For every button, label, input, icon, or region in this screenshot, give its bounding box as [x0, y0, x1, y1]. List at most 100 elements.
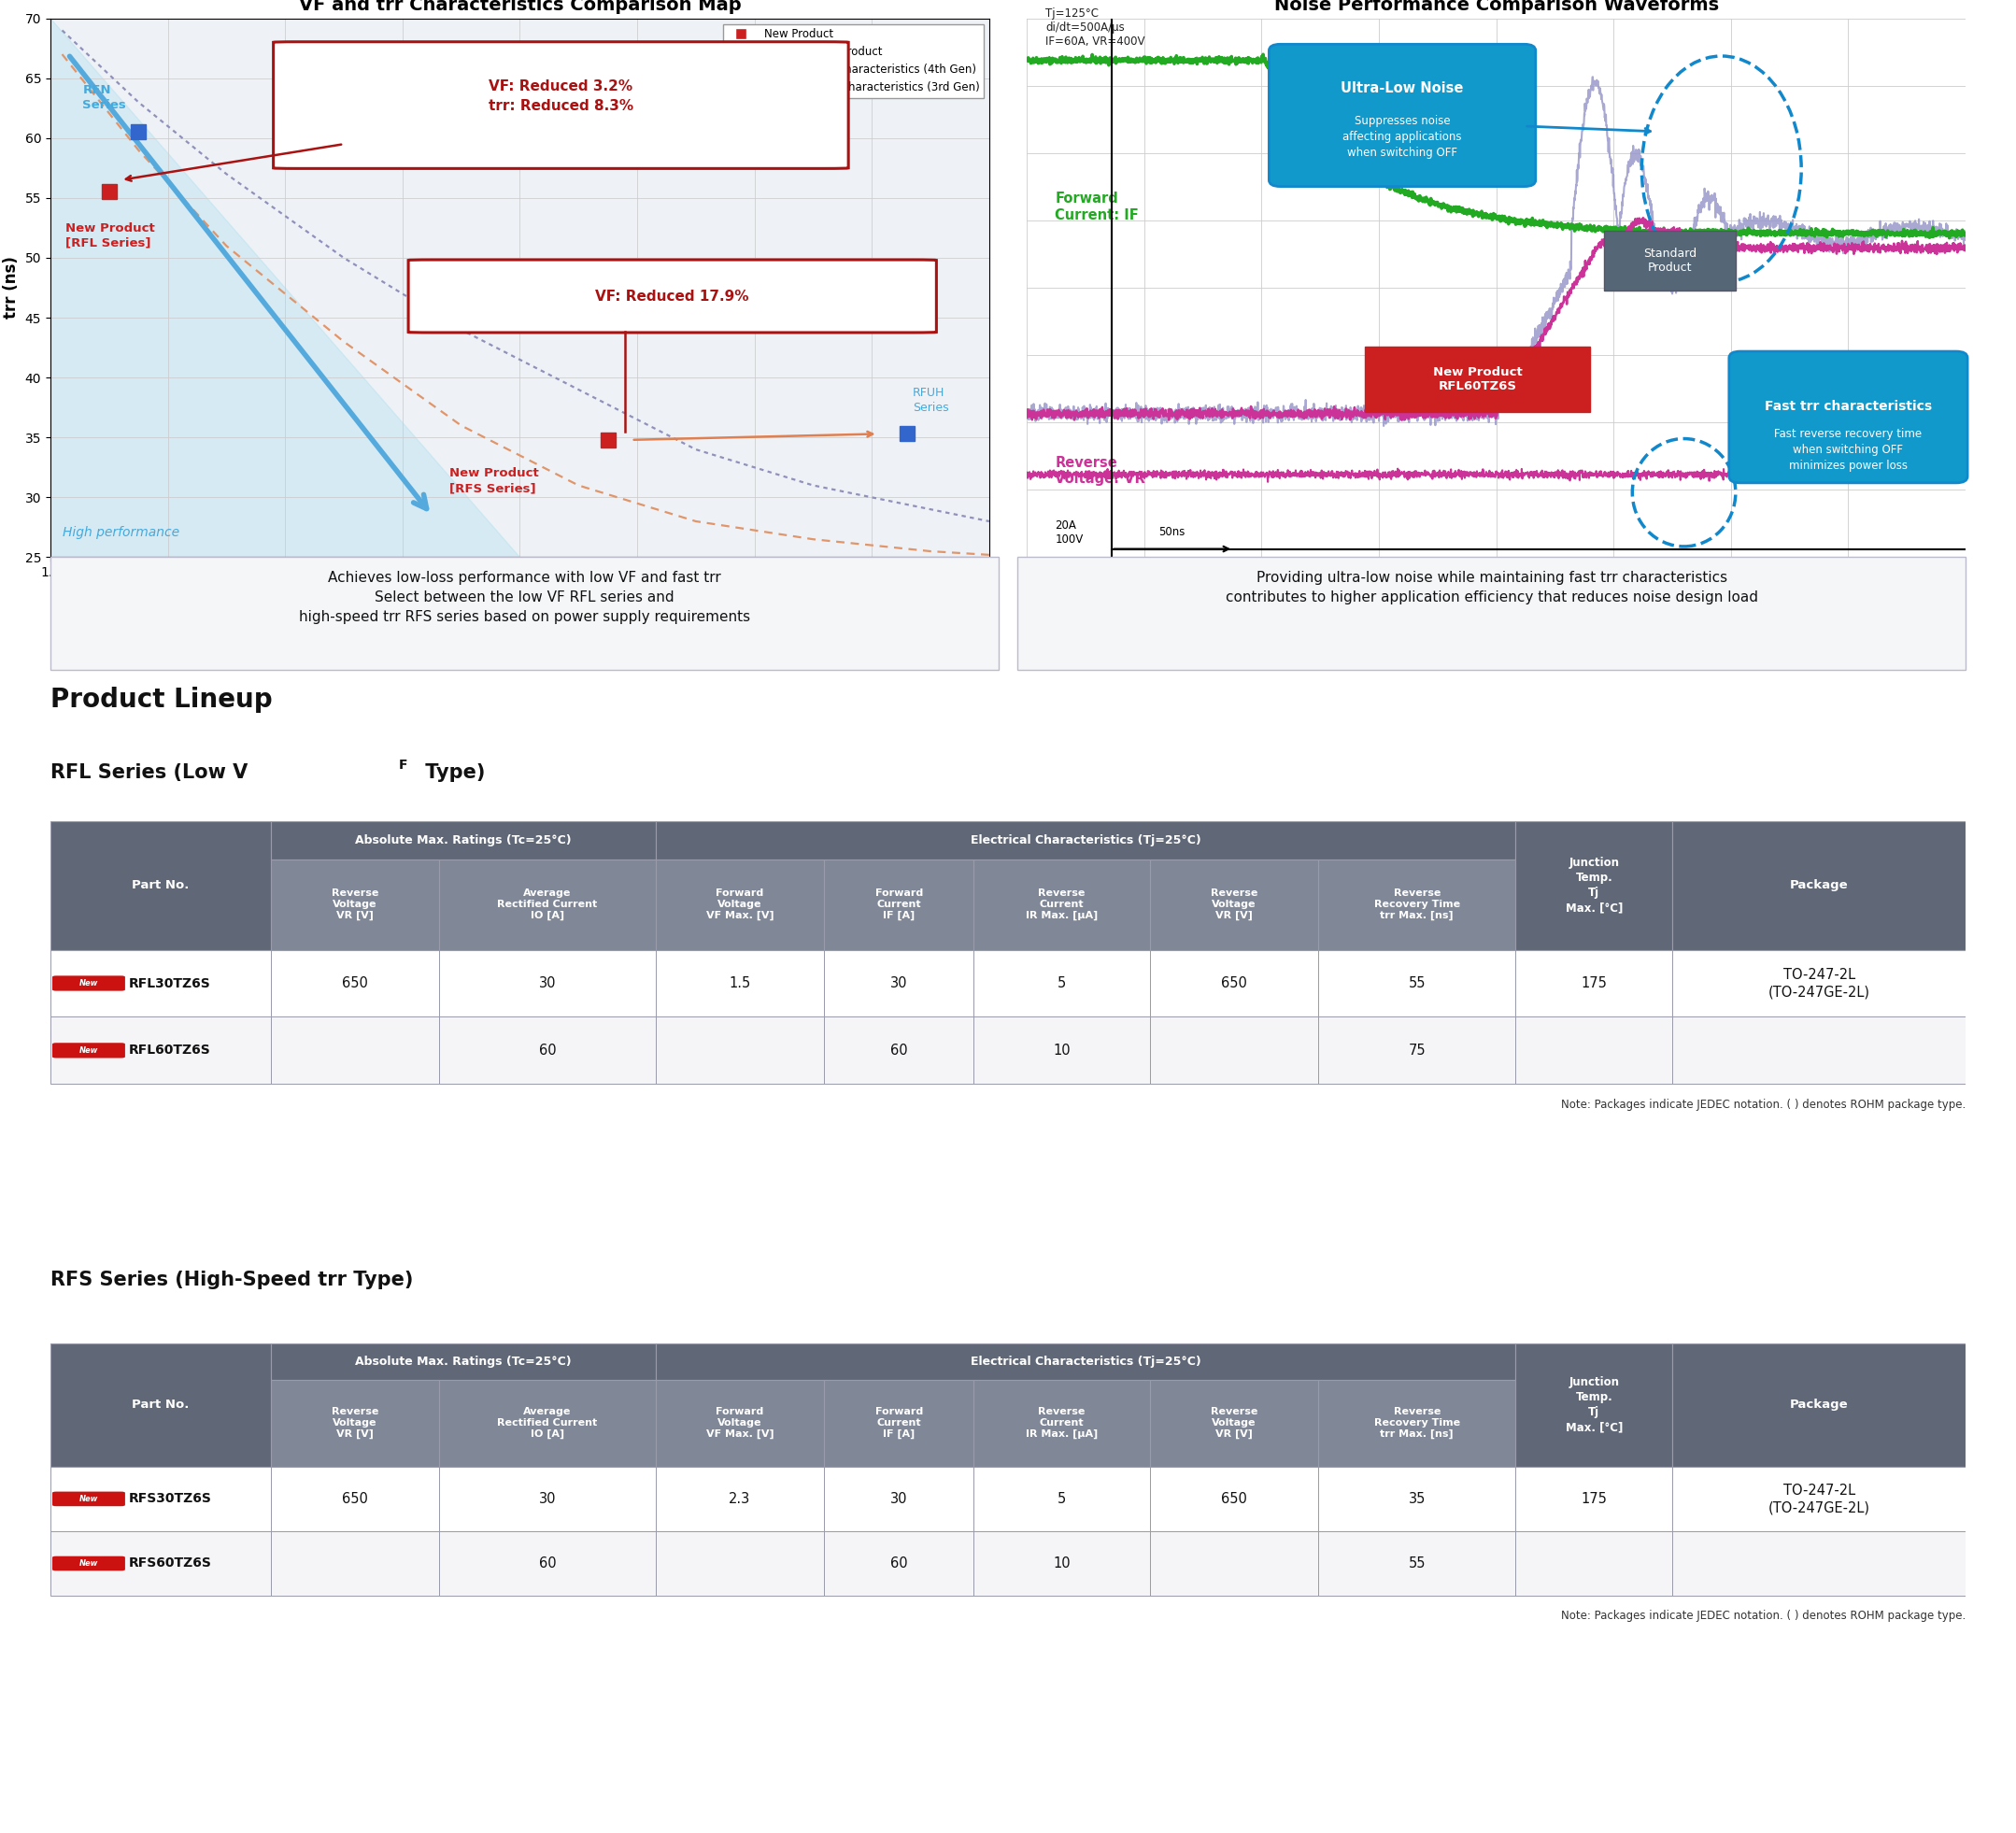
FancyBboxPatch shape: [825, 1380, 974, 1466]
FancyBboxPatch shape: [1318, 1017, 1516, 1083]
New Product Characteristics (4th Gen): [800, 528, 825, 550]
FancyBboxPatch shape: [270, 1344, 655, 1380]
FancyBboxPatch shape: [270, 860, 439, 949]
Text: RFS30TZ6S: RFS30TZ6S: [129, 1492, 212, 1505]
FancyBboxPatch shape: [1516, 1017, 1673, 1083]
Text: 50ns: 50ns: [1159, 526, 1185, 539]
FancyBboxPatch shape: [52, 1492, 125, 1507]
FancyBboxPatch shape: [50, 949, 270, 1017]
Text: TO-247-2L
(TO-247GE-2L): TO-247-2L (TO-247GE-2L): [1768, 968, 1871, 999]
Text: 10: 10: [1052, 1556, 1070, 1571]
Text: RFL Series (Low V: RFL Series (Low V: [50, 763, 248, 781]
FancyBboxPatch shape: [439, 1466, 655, 1531]
Text: 20A
100V: 20A 100V: [1054, 519, 1083, 546]
Polygon shape: [50, 18, 520, 557]
FancyBboxPatch shape: [1018, 557, 1966, 669]
FancyBboxPatch shape: [1673, 1531, 1966, 1597]
New Product Characteristics (4th Gen): [214, 235, 238, 257]
New Product Characteristics (4th Gen): [127, 139, 151, 161]
Title: Noise Performance Comparison Waveforms: Noise Performance Comparison Waveforms: [1274, 0, 1718, 15]
FancyBboxPatch shape: [1673, 949, 1966, 1017]
X-axis label: VF (V): VF (V): [492, 585, 546, 601]
Text: Note: Packages indicate JEDEC notation. ( ) denotes ROHM package type.: Note: Packages indicate JEDEC notation. …: [1560, 1609, 1966, 1622]
FancyBboxPatch shape: [1673, 1017, 1966, 1083]
Text: 30: 30: [538, 1492, 556, 1507]
Line: New Product Characteristics (4th Gen): New Product Characteristics (4th Gen): [62, 55, 990, 555]
FancyBboxPatch shape: [1149, 1531, 1318, 1597]
FancyBboxPatch shape: [270, 1380, 439, 1466]
FancyBboxPatch shape: [825, 1531, 974, 1597]
Text: Reverse
Voltage
VR [V]: Reverse Voltage VR [V]: [331, 1408, 379, 1439]
Text: New: New: [79, 979, 99, 988]
Text: New: New: [79, 1560, 99, 1567]
Conventional Characteristics (3rd Gen): [50, 20, 75, 42]
FancyBboxPatch shape: [825, 1017, 974, 1083]
Text: Type): Type): [417, 763, 484, 781]
Text: 55: 55: [1409, 977, 1425, 990]
New Product Characteristics (4th Gen): [566, 475, 591, 497]
FancyBboxPatch shape: [270, 1017, 439, 1083]
Text: VF: Reduced 3.2%
trr: Reduced 8.3%: VF: Reduced 3.2% trr: Reduced 8.3%: [488, 79, 633, 114]
FancyBboxPatch shape: [974, 949, 1149, 1017]
Text: New: New: [79, 1047, 99, 1054]
Text: RFL60TZ6S: RFL60TZ6S: [129, 1045, 212, 1058]
FancyBboxPatch shape: [655, 949, 825, 1017]
Text: New Product
RFL60TZ6S: New Product RFL60TZ6S: [1433, 367, 1522, 392]
FancyBboxPatch shape: [409, 260, 935, 332]
FancyBboxPatch shape: [1149, 949, 1318, 1017]
FancyBboxPatch shape: [1318, 1380, 1516, 1466]
FancyBboxPatch shape: [1149, 860, 1318, 949]
FancyBboxPatch shape: [655, 860, 825, 949]
Text: Suppresses noise
affecting applications
when switching OFF: Suppresses noise affecting applications …: [1343, 115, 1462, 159]
FancyBboxPatch shape: [439, 1017, 655, 1083]
FancyBboxPatch shape: [1673, 1344, 1966, 1466]
Text: 60: 60: [891, 1556, 907, 1571]
FancyBboxPatch shape: [655, 821, 1516, 860]
Text: Reverse
Current
IR Max. [μA]: Reverse Current IR Max. [μA]: [1026, 889, 1097, 920]
Text: Absolute Max. Ratings (Tc=25°C): Absolute Max. Ratings (Tc=25°C): [355, 834, 571, 847]
Text: Junction
Temp.
Tj
Max. [°C]: Junction Temp. Tj Max. [°C]: [1564, 858, 1623, 915]
FancyBboxPatch shape: [825, 949, 974, 1017]
Legend: New Product, Conventional Product, New Product Characteristics (4th Gen), Conven: New Product, Conventional Product, New P…: [724, 24, 984, 97]
Text: 60: 60: [538, 1043, 556, 1058]
FancyBboxPatch shape: [1516, 949, 1673, 1017]
Conventional Characteristics (3rd Gen): [566, 379, 591, 401]
Text: New Product
[RFL Series]: New Product [RFL Series]: [65, 222, 155, 249]
Text: 650: 650: [1222, 977, 1248, 990]
Text: Forward
Current: IF: Forward Current: IF: [1054, 192, 1139, 222]
FancyBboxPatch shape: [655, 1344, 1516, 1380]
Line: Conventional Characteristics (3rd Gen): Conventional Characteristics (3rd Gen): [62, 31, 990, 521]
Text: 175: 175: [1581, 977, 1607, 990]
Text: Reverse
Voltage: VR: Reverse Voltage: VR: [1054, 456, 1145, 486]
FancyBboxPatch shape: [439, 860, 655, 949]
FancyBboxPatch shape: [1318, 1466, 1516, 1531]
Text: New: New: [79, 1494, 99, 1503]
Text: 30: 30: [891, 977, 907, 990]
Text: 55: 55: [1409, 1556, 1425, 1571]
FancyBboxPatch shape: [439, 1380, 655, 1466]
FancyBboxPatch shape: [439, 949, 655, 1017]
Conventional Characteristics (3rd Gen): [800, 475, 825, 497]
Text: 650: 650: [343, 1492, 369, 1507]
Text: 60: 60: [538, 1556, 556, 1571]
New Product Characteristics (4th Gen): [333, 330, 357, 352]
FancyBboxPatch shape: [825, 860, 974, 949]
Text: 10: 10: [1052, 1043, 1070, 1058]
Text: Part No.: Part No.: [131, 1399, 190, 1411]
FancyBboxPatch shape: [1149, 1466, 1318, 1531]
Text: New Product
[RFS Series]: New Product [RFS Series]: [450, 467, 538, 495]
Title: VF and trr Characteristics Comparison Map: VF and trr Characteristics Comparison Ma…: [298, 0, 742, 15]
Text: TO-247-2L
(TO-247GE-2L): TO-247-2L (TO-247GE-2L): [1768, 1483, 1871, 1514]
Text: Reverse
Current
IR Max. [μA]: Reverse Current IR Max. [μA]: [1026, 1408, 1097, 1439]
Text: Achieves low-loss performance with low VF and fast trr
Select between the low VF: Achieves low-loss performance with low V…: [298, 570, 750, 623]
FancyBboxPatch shape: [974, 1380, 1149, 1466]
FancyBboxPatch shape: [52, 975, 125, 992]
FancyBboxPatch shape: [50, 557, 998, 669]
Text: Part No.: Part No.: [131, 880, 190, 891]
Text: RFN
Series: RFN Series: [83, 84, 127, 112]
FancyBboxPatch shape: [1318, 949, 1516, 1017]
FancyBboxPatch shape: [52, 1043, 125, 1058]
Text: RFUH
Series: RFUH Series: [913, 387, 950, 414]
FancyBboxPatch shape: [974, 860, 1149, 949]
Conventional Characteristics (3rd Gen): [683, 438, 708, 460]
